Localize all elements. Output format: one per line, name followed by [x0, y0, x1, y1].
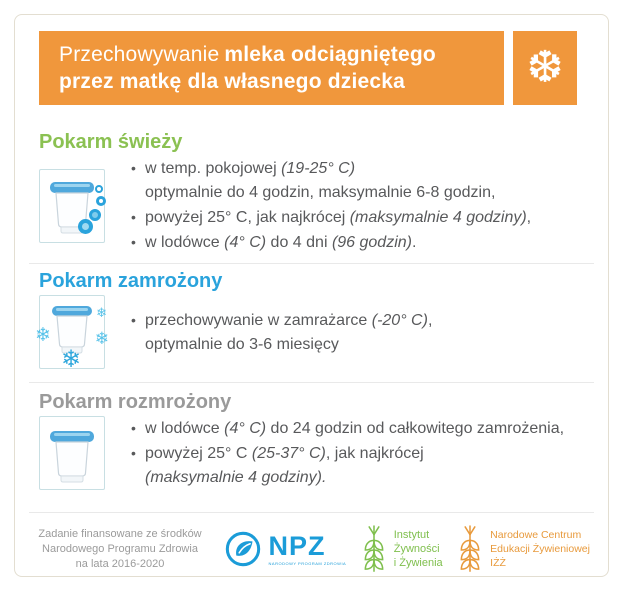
- milk-cup-graphic: [52, 306, 92, 354]
- section-pokarm-swiezy: Pokarm świeży w temp. pokojowej (19-25° …: [15, 131, 608, 255]
- snowflake-icon: ❄: [96, 305, 107, 320]
- section-heading-fresh: Pokarm świeży: [39, 131, 183, 153]
- milk-container-with-drops-icon: [39, 168, 106, 243]
- ncez-label-line: Edukacji Żywieniowej: [490, 543, 590, 555]
- npz-swoosh-icon: [225, 531, 260, 567]
- page-title-line1: Przechowywanie mleka odciągniętego: [59, 41, 504, 68]
- storage-guideline-line: w temp. pokojowej (19-25° C): [131, 156, 531, 181]
- section-heading-thawed: Pokarm rozmrożony: [39, 391, 232, 413]
- section-row: ❄ ❄ ❄ ❄ przechowywanie w zamrażarce (-20…: [35, 295, 580, 373]
- milk-drop-icon: [89, 208, 101, 221]
- content-card: Przechowywanie mleka odciągniętego przez …: [14, 14, 609, 577]
- milk-container-icon: [39, 416, 105, 490]
- section-row: w temp. pokojowej (19-25° C) optymalnie d…: [39, 156, 580, 255]
- izz-label-line: Instytut: [393, 529, 430, 541]
- section-divider: [29, 382, 594, 383]
- storage-guidelines-thawed: w lodówce (4° C) do 24 godzin od całkowi…: [131, 416, 564, 490]
- wheat-icon: [364, 525, 384, 572]
- izz-label-line: Żywności: [393, 543, 440, 555]
- funding-line: Zadanie finansowane ze środków: [38, 527, 202, 540]
- izz-label-line: i Żywienia: [393, 557, 443, 569]
- izz-logo: Instytut Żywności i Żywienia: [361, 525, 443, 573]
- storage-guideline-line: optymalnie do 3-6 miesięcy: [145, 335, 339, 353]
- milk-drop-icon: [96, 195, 106, 206]
- funding-line: Narodowego Programu Zdrowia: [42, 542, 198, 555]
- footer: Zadanie finansowane ze środków Narodoweg…: [15, 513, 608, 576]
- izz-label: Instytut Żywności i Żywienia: [394, 528, 443, 570]
- storage-guideline-line: w lodówce (4° C) do 24 godzin od całkowi…: [131, 416, 564, 441]
- snowflake-icon: ❄: [61, 346, 82, 373]
- storage-guideline-line: (maksymalnie 4 godziny).: [145, 469, 327, 486]
- npz-wordmark: NPZ NARODOWY PROGRAM ZDROWIA: [268, 530, 347, 566]
- page-title-bold: mleka odciągniętego: [224, 43, 436, 66]
- page-title-line2: przez matkę dla własnego dziecka: [59, 70, 406, 93]
- storage-guideline-line: powyżej 25° C, jak najkrócej (maksymalni…: [131, 205, 531, 230]
- section-pokarm-rozmrozony: Pokarm rozmrożony w lodówce (4° C) do 24…: [15, 391, 608, 490]
- storage-guideline-line: przechowywanie w zamrażarce (-20° C),: [131, 308, 432, 333]
- storage-guideline-line: w lodówce (4° C) do 4 dni (96 godzin).: [131, 230, 531, 255]
- storage-guidelines-frozen: przechowywanie w zamrażarce (-20° C), opt…: [131, 308, 432, 357]
- header: Przechowywanie mleka odciągniętego przez …: [39, 31, 577, 105]
- npz-logo: NPZ NARODOWY PROGRAM ZDROWIA: [224, 530, 347, 568]
- ncez-label-line: IŻŻ: [490, 557, 506, 569]
- storage-guideline-line: optymalnie do 4 godzin, maksymalnie 6-8 …: [145, 184, 496, 201]
- milk-container-frozen-icon: ❄ ❄ ❄ ❄: [35, 295, 109, 373]
- footer-divider: [29, 512, 594, 513]
- section-heading-frozen: Pokarm zamrożony: [39, 270, 223, 292]
- funding-note: Zadanie finansowane ze środków Narodoweg…: [31, 527, 209, 572]
- snowflake-icon: ❆: [526, 43, 564, 92]
- milk-cup-graphic: [50, 431, 94, 483]
- storage-guideline-line: powyżej 25° C (25-37° C), jak najkrócej: [131, 441, 564, 466]
- ncez-label: Narodowe Centrum Edukacji Żywieniowej IŻ…: [490, 528, 590, 570]
- section-divider: [29, 263, 594, 264]
- snowflake-icon: ❄: [94, 329, 109, 348]
- milk-drop-icon: [95, 184, 103, 193]
- section-row: w lodówce (4° C) do 24 godzin od całkowi…: [39, 416, 580, 490]
- page-title-light: Przechowywanie: [59, 43, 220, 66]
- wheat-icon: [460, 525, 480, 572]
- npz-sublabel: NARODOWY PROGRAM ZDROWIA: [268, 560, 347, 566]
- npz-label: NPZ: [268, 530, 326, 561]
- ncez-label-line: Narodowe Centrum: [490, 529, 582, 541]
- section-pokarm-zamrozony: Pokarm zamrożony ❄ ❄ ❄ ❄ przechowywanie …: [15, 270, 608, 373]
- funding-line: na lata 2016-2020: [75, 557, 165, 570]
- storage-guidelines-fresh: w temp. pokojowej (19-25° C) optymalnie d…: [131, 156, 531, 255]
- milk-drop-icon: [78, 218, 93, 234]
- snowflake-tile: ❆: [513, 31, 577, 105]
- snowflake-icon: ❄: [35, 325, 51, 346]
- ncez-logo: Narodowe Centrum Edukacji Żywieniowej IŻ…: [457, 525, 590, 573]
- header-banner: Przechowywanie mleka odciągniętego przez …: [39, 31, 504, 105]
